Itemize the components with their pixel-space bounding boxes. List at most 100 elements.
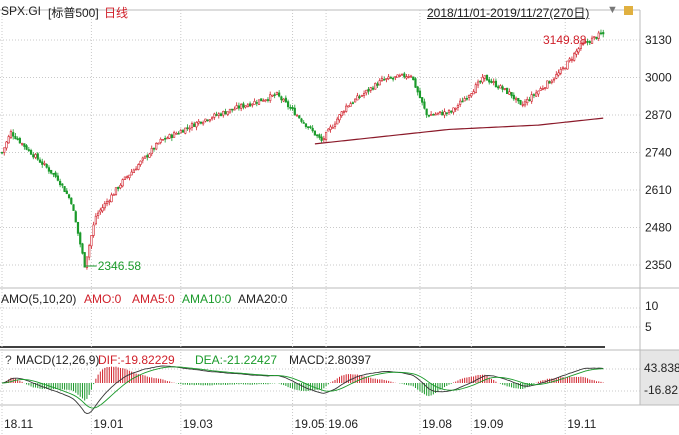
x-tick-label: 18.11 [4, 417, 33, 431]
candle [251, 103, 254, 106]
candle [186, 127, 189, 129]
candle [233, 108, 236, 111]
candle [340, 111, 343, 117]
candle [329, 126, 332, 130]
candle [34, 154, 37, 158]
candle [459, 100, 462, 105]
candle [579, 43, 582, 49]
candle [157, 142, 160, 145]
candle [318, 134, 321, 138]
ama5-value: AMA5:0 [132, 292, 175, 306]
candle [414, 78, 417, 88]
x-tick-label: 19.08 [422, 417, 452, 431]
candle [217, 113, 220, 116]
candle [499, 85, 502, 89]
candle [456, 105, 460, 108]
candle [210, 117, 214, 120]
candle [492, 81, 495, 83]
candle [54, 172, 57, 177]
candle [161, 138, 165, 141]
lock-icon[interactable] [624, 6, 633, 15]
y-tick-label: 3130 [645, 33, 672, 47]
amo-tick: 10 [645, 299, 659, 313]
candle [485, 74, 489, 81]
candle [447, 110, 451, 113]
candle [246, 104, 249, 107]
candle [293, 107, 296, 116]
candle [244, 105, 247, 108]
y-tick-label: 2610 [645, 183, 672, 197]
candle [271, 94, 274, 97]
candle [27, 149, 30, 151]
candle [101, 207, 104, 212]
candle [260, 98, 263, 102]
candle [347, 105, 350, 108]
candle [291, 107, 294, 110]
candle [336, 118, 339, 125]
candle [313, 130, 317, 136]
candle [345, 105, 348, 112]
candle [595, 36, 598, 40]
candle [52, 173, 55, 175]
candle [7, 136, 10, 144]
candle [282, 98, 285, 102]
dropdown-triangle-icon[interactable]: ▼ [607, 4, 618, 16]
candle [97, 212, 100, 217]
candle [123, 176, 127, 180]
candle [47, 167, 51, 172]
candle [152, 147, 156, 150]
candle [14, 136, 17, 140]
candle [367, 88, 370, 92]
candle [501, 86, 504, 90]
dea-line [1, 366, 604, 409]
candle [137, 164, 140, 170]
candle [5, 141, 8, 149]
candle [175, 133, 178, 135]
candle [150, 147, 153, 155]
candle [309, 126, 312, 128]
candle [190, 123, 194, 128]
candle [342, 111, 346, 113]
candle [99, 209, 102, 213]
candle [262, 100, 265, 102]
candle [32, 154, 35, 158]
symbol-label: SPX.GI [1, 4, 42, 18]
candle [552, 78, 556, 81]
candle [349, 103, 352, 107]
candle [179, 130, 182, 134]
date-range-selector[interactable]: 2018/11/01-2019/11/27(270日) [427, 6, 590, 20]
candle [550, 80, 553, 83]
candle [557, 72, 560, 76]
candle [56, 175, 59, 181]
candle [43, 162, 46, 165]
candle [240, 104, 243, 109]
candle [407, 76, 410, 78]
candle [586, 41, 589, 43]
candle [416, 86, 419, 93]
candle [280, 96, 283, 101]
candle [403, 73, 406, 78]
candle [599, 32, 603, 35]
amo-tick: 5 [645, 320, 652, 334]
candle [170, 134, 173, 138]
candle [526, 99, 529, 104]
macd-value: MACD:2.80397 [289, 353, 372, 367]
candle [289, 107, 292, 109]
candle [566, 60, 569, 70]
candle [224, 111, 227, 115]
help-button[interactable]: ? [5, 353, 12, 367]
candle [564, 67, 567, 70]
amo-value: AMO:0 [84, 292, 122, 306]
period-label[interactable]: 日线 [104, 6, 129, 20]
candle [278, 92, 281, 97]
candle [490, 80, 493, 83]
x-tick-label: 19.06 [328, 417, 358, 431]
candle [544, 87, 547, 89]
candle [204, 118, 207, 122]
candle [159, 138, 162, 143]
candle [324, 131, 328, 140]
candle [119, 184, 122, 189]
candle [588, 41, 591, 44]
candle [409, 75, 413, 78]
